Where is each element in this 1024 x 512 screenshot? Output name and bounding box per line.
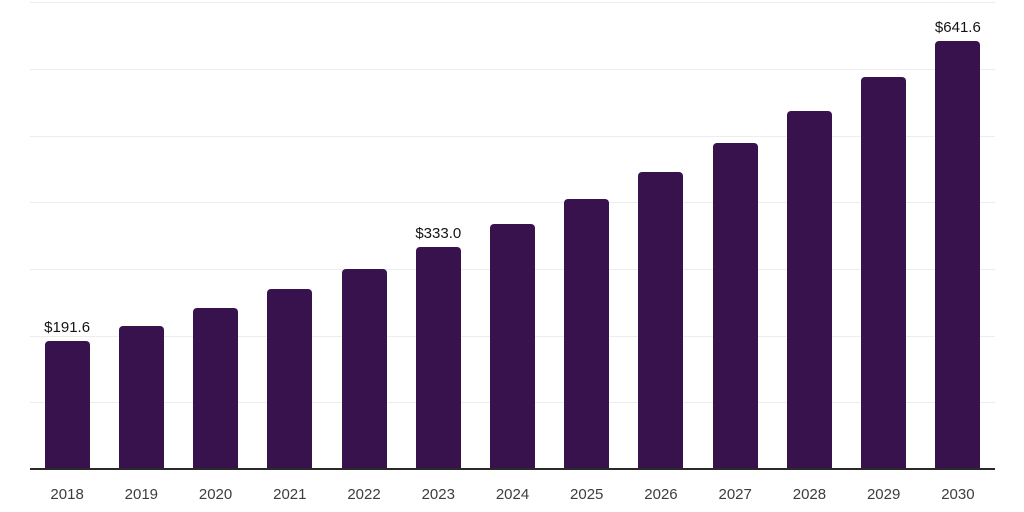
bar-2025 xyxy=(564,198,610,469)
x-tick-label-2030: 2030 xyxy=(941,486,975,503)
x-tick-label-2019: 2019 xyxy=(124,486,159,503)
gridline-700 xyxy=(30,2,995,4)
x-tick-label-2018: 2018 xyxy=(50,486,84,503)
bar-2019 xyxy=(118,325,164,469)
bar-2024 xyxy=(490,224,535,469)
bar-2018 xyxy=(44,341,90,469)
value-label-2030: $641.6 xyxy=(934,19,981,37)
x-tick-label-2029: 2029 xyxy=(866,486,901,503)
x-tick-label-2026: 2026 xyxy=(644,486,678,503)
x-tick-label-2022: 2022 xyxy=(347,486,381,503)
x-axis-line xyxy=(30,468,995,470)
x-tick-label-2025: 2025 xyxy=(570,486,604,503)
x-tick-label-2020: 2020 xyxy=(198,486,233,503)
x-tick-label-2028: 2028 xyxy=(792,486,827,503)
x-tick-label-2021: 2021 xyxy=(273,486,307,503)
bar-2023 xyxy=(415,246,461,469)
gridline-600 xyxy=(30,68,995,70)
value-label-2018: $191.6 xyxy=(44,319,91,337)
x-tick-label-2024: 2024 xyxy=(495,486,530,503)
bar-2027 xyxy=(712,142,758,469)
bar-2030 xyxy=(935,41,981,469)
gridline-400 xyxy=(30,202,995,204)
bar-2029 xyxy=(861,76,907,469)
bar-2022 xyxy=(341,268,387,469)
bar-2021 xyxy=(267,288,313,469)
gridline-500 xyxy=(30,135,995,137)
x-tick-label-2027: 2027 xyxy=(718,486,752,503)
bar-2028 xyxy=(786,110,832,469)
x-tick-label-2023: 2023 xyxy=(421,486,455,503)
bar-2020 xyxy=(193,308,239,469)
bar-2026 xyxy=(638,172,684,469)
value-label-2023: $333.0 xyxy=(415,224,462,242)
